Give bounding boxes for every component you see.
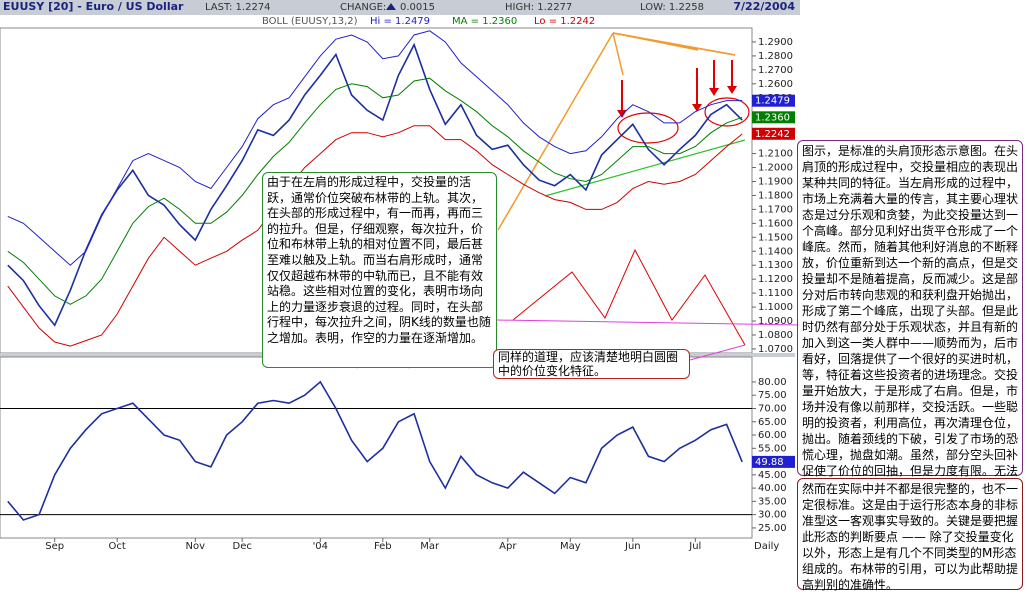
end-tag — [752, 127, 795, 140]
y-tick-label: 30.00 — [758, 510, 787, 521]
note-right-bottom: 然而在实际中并不都是很完整的，也不一定很标准。这是由于运行形态本身的非标准型这一… — [797, 478, 1023, 592]
y-tick-label: 1.1300 — [758, 260, 793, 271]
x-axis-label: Daily — [754, 541, 779, 552]
header-change-label: CHANGE: — [340, 2, 386, 13]
end-tag-label: 1.2479 — [755, 96, 790, 107]
y-tick-label: 1.1000 — [758, 302, 793, 313]
orange-line — [497, 32, 614, 231]
header-title: EUUSY [20] - Euro / US Dollar — [3, 0, 184, 13]
series-line — [7, 30, 743, 266]
y-tick-label: 70.00 — [758, 403, 787, 414]
orange-lines — [612, 32, 736, 76]
x-tick-label: Jun — [624, 541, 641, 552]
legend-entry: Lo = 1.2242 — [534, 16, 595, 27]
x-tick-label: May — [560, 541, 581, 552]
y-tick-label: 1.1200 — [758, 274, 793, 285]
legend: BOLL (EUUSY,13,2) Hi = 1.2479 MA = 1.2360… — [262, 16, 595, 27]
series-line — [7, 125, 743, 347]
y-tick-label: 1.0800 — [758, 330, 793, 341]
y-tick-label: 60.00 — [758, 430, 787, 441]
header-change: 0.0015 — [400, 2, 435, 13]
y-tick-label: 40.00 — [758, 483, 787, 494]
y-tick-label: 1.1400 — [758, 246, 793, 257]
red-arrows — [621, 60, 733, 112]
y-tick-label: 1.1900 — [758, 176, 793, 187]
y-tick-label: 45.00 — [758, 470, 787, 481]
legend-entry: MA = 1.2360 — [452, 16, 517, 27]
pink-lines — [496, 319, 801, 361]
header-low: LOW: 1.2258 — [640, 2, 704, 13]
y-tick-label: 35.00 — [758, 496, 787, 507]
y-tick-label: 1.0700 — [758, 344, 793, 355]
y-tick-label: 1.2000 — [758, 163, 793, 174]
header-date: 7/22/2004 — [733, 0, 795, 13]
end-tag-label: 1.2360 — [755, 112, 790, 123]
x-tick-label: Mar — [420, 541, 440, 552]
y-tick-label: 1.1600 — [758, 218, 793, 229]
series-line — [7, 77, 743, 305]
y-tick-label: 1.2800 — [758, 51, 793, 62]
pattern-sketch — [512, 248, 746, 346]
legend-entry: Hi = 1.2479 — [370, 16, 430, 27]
x-tick-label: Jul — [688, 541, 701, 552]
circle — [704, 97, 750, 127]
y-tick-label: 1.1700 — [758, 204, 793, 215]
y-tick-label: 25.00 — [758, 523, 787, 534]
up-arrow — [386, 3, 396, 10]
y-tick-label: 1.2700 — [758, 65, 793, 76]
y-tick-label: 75.00 — [758, 390, 787, 401]
annotations — [496, 32, 801, 361]
series-line — [7, 380, 743, 521]
y-tick-label: 1.2600 — [758, 79, 793, 90]
end-tag — [752, 111, 795, 124]
y-tick-label: 1.1500 — [758, 232, 793, 243]
rsi-panel — [0, 356, 753, 539]
x-tick-label: Nov — [186, 541, 206, 552]
price-title: BOLL (EUUSY,13,2) — [262, 16, 358, 27]
x-tick-label: Oct — [109, 541, 126, 552]
note-left: 由于在左肩的形成过程中，交投量的活跃，通常价位突破布林带的上轨。其次，在头部的形… — [262, 172, 497, 368]
y-tick-label: 80.00 — [758, 377, 787, 388]
note-circle: 同样的道理，应该清楚地明白圆圈中的价位变化特征。 — [493, 349, 690, 379]
y-tick-label: 55.00 — [758, 443, 787, 454]
end-tag-label: 1.2242 — [755, 129, 790, 140]
end-tag — [752, 455, 795, 468]
end-tag — [752, 94, 795, 107]
header-bar — [0, 0, 800, 15]
x-tick-label: Sep — [45, 541, 64, 552]
circle — [617, 112, 679, 144]
x-tick-label: Dec — [233, 541, 252, 552]
y-tick-label: 65.00 — [758, 417, 787, 428]
x-tick-label: Apr — [499, 541, 517, 552]
y-tick-label: 1.1100 — [758, 288, 793, 299]
header-last: LAST: 1.2274 — [205, 2, 271, 13]
y-tick-label: 1.2100 — [758, 149, 793, 160]
x-tick-label: '04 — [313, 541, 328, 552]
x-tick-label: Feb — [374, 541, 392, 552]
series-line — [7, 42, 743, 327]
neckline — [544, 139, 746, 197]
y-tick-label: 1.2900 — [758, 37, 793, 48]
end-tag-label: 49.88 — [755, 457, 784, 468]
note-right-top: 图示，是标准的头肩顶形态示意图。在头肩顶的形成过程中，交投量相应的表现出某种共同… — [797, 140, 1023, 510]
y-tick-label: 1.1800 — [758, 190, 793, 201]
y-tick-label: 1.0900 — [758, 316, 793, 327]
header-high: HIGH: 1.2277 — [505, 2, 572, 13]
